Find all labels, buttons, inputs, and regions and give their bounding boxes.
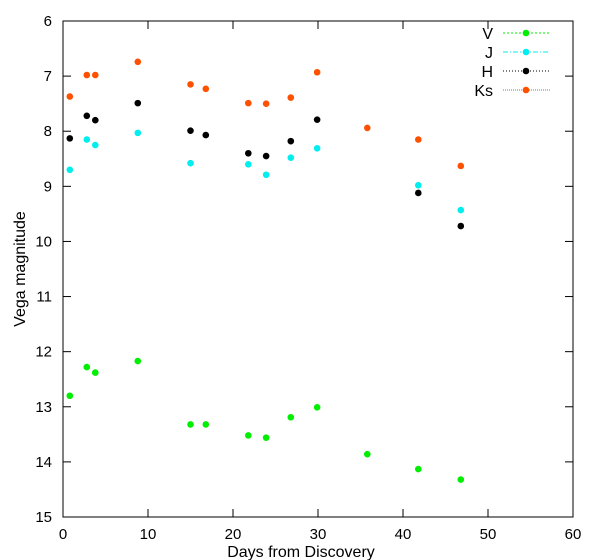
data-point	[287, 94, 295, 101]
series-j	[66, 129, 465, 214]
x-tick-label: 60	[565, 526, 582, 543]
data-point	[202, 421, 210, 428]
data-point	[202, 85, 210, 93]
data-point	[187, 159, 194, 167]
y-tick-label: 13	[35, 399, 52, 416]
data-point	[134, 99, 142, 107]
y-tick-label: 8	[44, 123, 52, 140]
data-point	[187, 81, 194, 88]
x-tick-label: 10	[140, 526, 157, 543]
data-point	[134, 357, 142, 365]
data-point	[415, 189, 422, 197]
legend-marker	[522, 67, 530, 75]
data-point	[457, 206, 465, 214]
data-point	[262, 100, 270, 107]
data-point	[66, 392, 74, 400]
data-point	[92, 71, 99, 79]
y-tick-label: 6	[44, 13, 52, 30]
data-point	[245, 99, 252, 107]
data-point	[262, 434, 270, 441]
data-point	[245, 160, 252, 168]
data-point	[83, 363, 91, 371]
data-point	[457, 476, 465, 483]
series-ks	[66, 58, 465, 170]
data-point	[313, 116, 321, 123]
data-point	[457, 162, 465, 170]
legend-label: Ks	[474, 83, 493, 100]
data-point	[245, 432, 252, 439]
data-point	[262, 152, 270, 160]
data-point	[415, 136, 422, 143]
data-point	[245, 149, 252, 157]
y-tick-label: 7	[44, 68, 52, 85]
data-point	[92, 116, 99, 124]
data-point	[364, 450, 371, 458]
y-tick-label: 11	[36, 289, 52, 306]
legend-marker	[522, 48, 530, 56]
data-point	[287, 154, 295, 161]
data-point	[66, 135, 74, 142]
data-point	[262, 171, 270, 179]
legend-label: V	[482, 26, 493, 43]
data-point	[287, 137, 295, 145]
data-point	[415, 181, 422, 189]
y-tick-label: 15	[35, 509, 52, 526]
x-axis: 0 10 20 30 40 50 60	[59, 21, 582, 543]
data-points	[66, 58, 465, 483]
data-point	[457, 222, 465, 230]
x-tick-label: 30	[310, 526, 327, 543]
data-point	[202, 131, 210, 139]
legend-label: J	[485, 45, 493, 62]
data-point	[364, 124, 371, 132]
data-point	[187, 421, 194, 428]
data-point	[83, 136, 91, 143]
y-axis-title: Vega magnitude	[12, 211, 29, 327]
plot-frame	[62, 20, 574, 518]
series-v	[66, 357, 465, 483]
y-tick-label: 10	[35, 233, 52, 250]
x-tick-label: 20	[225, 526, 242, 543]
x-tick-label: 0	[59, 526, 67, 543]
data-point	[92, 141, 99, 149]
y-axis: 6 7 8 9 10 11 12 13 14 15	[35, 13, 573, 526]
data-point	[66, 166, 74, 174]
data-point	[287, 413, 295, 421]
legend-marker	[522, 29, 530, 37]
data-point	[415, 465, 422, 473]
data-point	[83, 112, 91, 120]
x-tick-label: 50	[480, 526, 497, 543]
x-axis-title: Days from Discovery	[227, 544, 375, 560]
data-point	[313, 68, 321, 76]
x-tick-label: 40	[395, 526, 412, 543]
data-point	[313, 145, 321, 152]
y-tick-label: 14	[35, 454, 52, 471]
legend-label: H	[481, 64, 493, 81]
series-h	[66, 99, 465, 230]
data-point	[313, 404, 321, 411]
data-point	[134, 129, 142, 137]
legend-marker	[522, 86, 530, 94]
data-point	[83, 71, 91, 79]
data-point	[92, 369, 99, 376]
y-tick-label: 9	[44, 178, 52, 195]
data-point	[66, 93, 74, 100]
y-tick-label: 12	[35, 344, 52, 361]
data-point	[187, 127, 194, 134]
data-point	[134, 58, 142, 66]
legend: VJH Ks	[474, 26, 550, 100]
